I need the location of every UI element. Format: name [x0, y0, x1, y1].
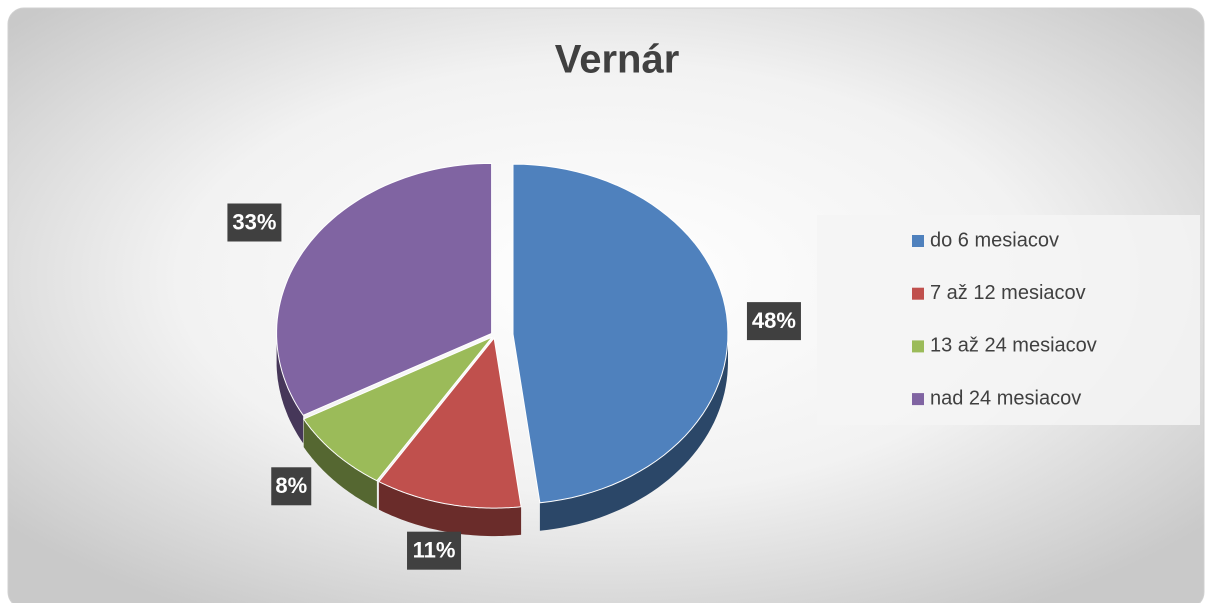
pie-slice — [276, 162, 493, 416]
slice-side — [539, 334, 728, 531]
legend-swatch — [912, 393, 924, 406]
slice-side — [378, 481, 522, 537]
data-label: 33% — [232, 209, 276, 234]
data-label: 8% — [275, 473, 307, 498]
pie-slice — [378, 336, 522, 509]
data-label-box — [227, 203, 282, 242]
legend-label: do 6 mesiacov — [930, 229, 1059, 251]
legend-swatch — [912, 235, 924, 247]
legend-label: 7 až 12 mesiacov — [930, 282, 1086, 304]
data-label: 48% — [752, 308, 796, 333]
legend-swatch — [912, 287, 924, 300]
data-label-box — [271, 467, 312, 506]
data-label: 11% — [413, 537, 456, 562]
data-label-box — [407, 531, 462, 570]
pie-slice — [302, 336, 493, 482]
data-label-box — [746, 302, 801, 341]
legend-swatch — [912, 340, 924, 353]
legend-label: nad 24 mesiacov — [930, 387, 1081, 409]
chart-title: Vernár — [555, 38, 680, 82]
slice-side — [276, 333, 304, 444]
pie-slice — [512, 163, 729, 504]
legend-label: 13 až 24 mesiacov — [930, 335, 1097, 357]
legend-box — [817, 215, 1200, 425]
